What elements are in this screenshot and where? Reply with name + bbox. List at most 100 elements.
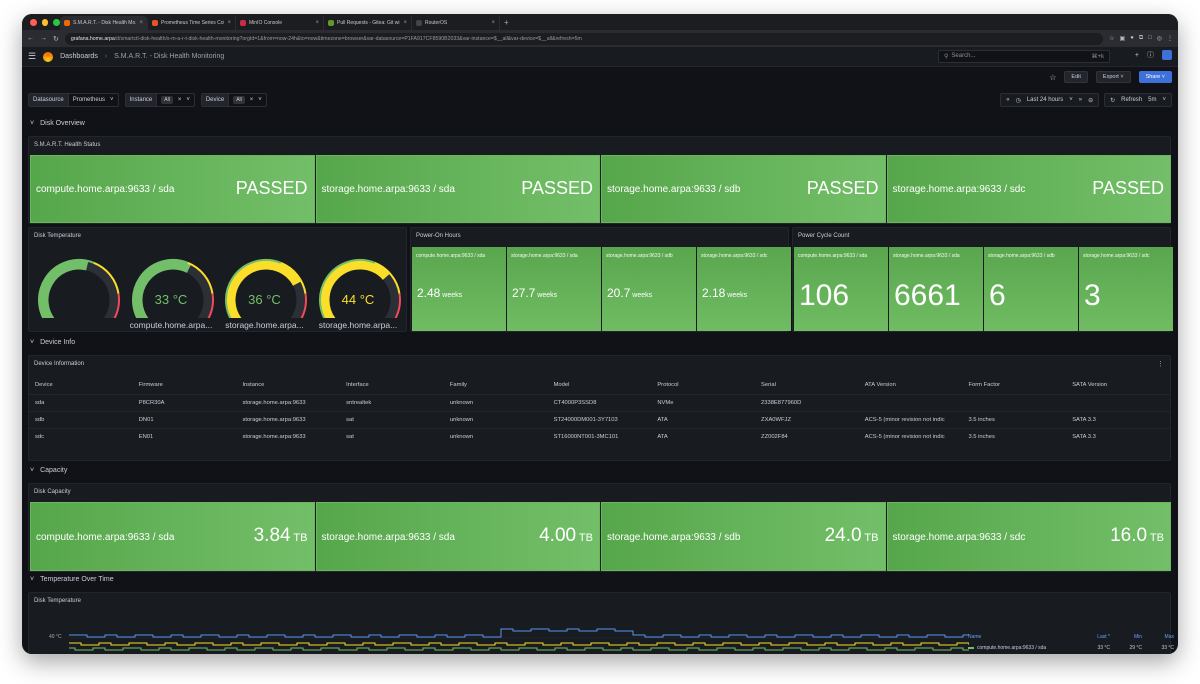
extension-icon[interactable]: ● — [1130, 35, 1134, 41]
profile-avatar[interactable] — [1162, 50, 1172, 60]
column-header[interactable]: Serial — [761, 382, 776, 389]
column-header[interactable]: SATA Version — [1072, 382, 1108, 389]
menu-icon[interactable]: ☰ — [28, 51, 37, 61]
row-device-info[interactable]: ˅ Device Info — [30, 339, 75, 346]
legend-col-name[interactable]: Name — [968, 633, 982, 640]
search-input[interactable]: ⚲ Search... ⌘+k — [938, 50, 1110, 63]
zoom-window-button[interactable] — [53, 18, 61, 26]
extension-icon[interactable]: ⋮ — [1167, 36, 1173, 42]
column-header[interactable]: ATA Version — [864, 382, 896, 389]
variable-value[interactable]: Prometheus ˅ — [69, 97, 118, 103]
tile-value: 27.7 weeks — [512, 286, 557, 300]
refresh-picker[interactable]: ↻ Refresh 5m ˅ — [1104, 93, 1172, 107]
power_on-tile: storage.home.arpa:9633 / sda 27.7 weeks — [507, 247, 601, 331]
column-header[interactable]: Family — [449, 382, 467, 389]
export-button[interactable]: Export ˅ — [1095, 71, 1131, 83]
search-icon: ⚲ — [944, 54, 949, 60]
panel-title: S.M.A.R.T. Health Status — [34, 142, 101, 148]
extension-icon[interactable]: ⧉ — [1138, 35, 1144, 41]
column-header[interactable]: Interface — [346, 382, 369, 389]
column-header[interactable]: Instance — [242, 382, 265, 389]
refresh-label: Refresh — [1121, 97, 1143, 103]
legend-row[interactable]: compute.home.arpa:9633 / sda 33 °C 29 °C 33… — [968, 642, 1174, 653]
extension-icon[interactable]: ▣ — [1119, 36, 1126, 42]
variable-value[interactable]: All × ˅ — [157, 96, 194, 104]
table-cell: ACS-5 (minor revision not indic — [858, 410, 963, 428]
legend-col-min[interactable]: Min — [1133, 633, 1142, 640]
table-cell: sat — [340, 427, 444, 445]
capacity-stat: storage.home.arpa:9633 / sdc 16.0 TB — [886, 502, 1171, 571]
back-icon[interactable]: ← — [27, 35, 34, 42]
legend-name: compute.home.arpa:9633 / sda — [968, 645, 1078, 651]
row-disk-overview[interactable]: ˅ Disk Overview — [30, 120, 85, 127]
shift-back-icon[interactable]: « — [1006, 97, 1010, 103]
extension-icon[interactable]: ☆ — [1109, 36, 1115, 42]
legend-col-last[interactable]: Last * — [1097, 633, 1110, 640]
add-button[interactable]: + — [1134, 51, 1139, 59]
edit-button[interactable]: Edit — [1064, 71, 1088, 83]
tab-close-icon[interactable]: × — [315, 20, 319, 26]
url-host: grafana.home.arpa — [70, 35, 115, 42]
table-cell: storage.home.arpa:9633 — [236, 427, 341, 445]
browser-tab[interactable]: RouterOS × — [412, 16, 500, 30]
browser-tab[interactable]: Pull Requests - Gitea: Git wi... × — [324, 16, 412, 30]
extension-icons: ☆ ▣ ● ⧉ □ ◎ ⋮ — [1109, 35, 1173, 42]
zoom-out-icon[interactable]: ⊖ — [1088, 97, 1094, 104]
tab-close-icon[interactable]: × — [491, 20, 495, 26]
reload-icon[interactable]: ↻ — [53, 35, 59, 43]
row-temperature-over-time[interactable]: ˅ Temperature Over Time — [30, 576, 114, 583]
legend-row[interactable]: storage.home.arpa:9633 / sda36 °C32 °C44… — [968, 653, 1174, 654]
star-icon[interactable]: ☆ — [1049, 72, 1057, 82]
tile-value: 106 — [799, 279, 849, 313]
chevron-down-icon: ˅ — [30, 120, 35, 127]
browser-tab[interactable]: Prometheus Time Series Coll... × — [148, 16, 236, 30]
address-bar[interactable]: grafana.home.arpa/d/smartctl-disk-health… — [64, 32, 1104, 45]
clear-icon[interactable]: × — [177, 97, 182, 103]
tile-unit: weeks — [725, 292, 748, 299]
forward-icon[interactable]: → — [40, 35, 47, 42]
stat-name: storage.home.arpa:9633 / sda — [321, 532, 455, 543]
help-icon[interactable]: ⓘ — [1147, 52, 1154, 59]
breadcrumb-dashboards[interactable]: Dashboards — [60, 53, 98, 60]
tile-value: 2.18 weeks — [702, 286, 747, 300]
variable-datasource[interactable]: Datasource Prometheus ˅ — [28, 93, 119, 107]
tab-close-icon[interactable]: × — [139, 20, 143, 26]
column-header[interactable]: Form Factor — [968, 382, 1001, 389]
row-capacity[interactable]: ˅ Capacity — [30, 467, 67, 474]
tile-name: compute.home.arpa:9633 / sda — [798, 253, 868, 259]
variable-controls: Datasource Prometheus ˅ Instance All × ˅ Device… — [28, 93, 267, 107]
grafana-logo-icon[interactable] — [43, 51, 54, 62]
tab-close-icon[interactable]: × — [403, 20, 407, 26]
variable-instance[interactable]: Instance All × ˅ — [124, 93, 195, 107]
variable-value[interactable]: All × ˅ — [229, 96, 266, 104]
tab-title: Pull Requests - Gitea: Git wi... — [337, 20, 401, 26]
tab-close-icon[interactable]: × — [227, 20, 231, 26]
new-tab-button[interactable]: + — [504, 17, 509, 27]
shift-forward-icon[interactable]: » — [1078, 97, 1083, 103]
time-range-picker[interactable]: « ◷ Last 24 hours ˅ » ⊖ — [1000, 93, 1100, 107]
chevron-down-icon: ˅ — [30, 339, 35, 346]
extension-icon[interactable]: □ — [1148, 35, 1152, 41]
variable-device[interactable]: Device All × ˅ — [200, 93, 267, 107]
tile-number: 106 — [799, 279, 850, 312]
share-button[interactable]: Share ˅ — [1138, 71, 1172, 83]
tile-name: storage.home.arpa:9633 / sdc — [1083, 253, 1150, 259]
stat-unit: TB — [1147, 532, 1164, 544]
column-header[interactable]: Device — [35, 382, 53, 389]
tile-value: 20.7 weeks — [607, 286, 652, 300]
minimize-window-button[interactable] — [41, 18, 49, 26]
browser-tab[interactable]: MinIO Console × — [236, 16, 324, 30]
table-cell: unknown — [443, 393, 548, 411]
browser-tab[interactable]: S.M.A.R.T. - Disk Health Mo... × — [60, 16, 148, 30]
column-header[interactable]: Firmware — [138, 382, 163, 389]
legend-col-max[interactable]: Max — [1164, 633, 1174, 640]
tab-favicon-icon — [416, 20, 422, 26]
close-window-button[interactable] — [30, 18, 37, 26]
power_on-tile: storage.home.arpa:9633 / sdc 2.18 weeks — [697, 247, 791, 331]
panel-menu-icon[interactable]: ⋮ — [1157, 361, 1164, 368]
column-header[interactable]: Protocol — [657, 382, 679, 389]
health-stat: storage.home.arpa:9633 / sda PASSED — [315, 155, 600, 223]
column-header[interactable]: Model — [553, 382, 570, 389]
extension-icon[interactable]: ◎ — [1156, 36, 1162, 42]
clear-icon[interactable]: × — [249, 97, 254, 103]
